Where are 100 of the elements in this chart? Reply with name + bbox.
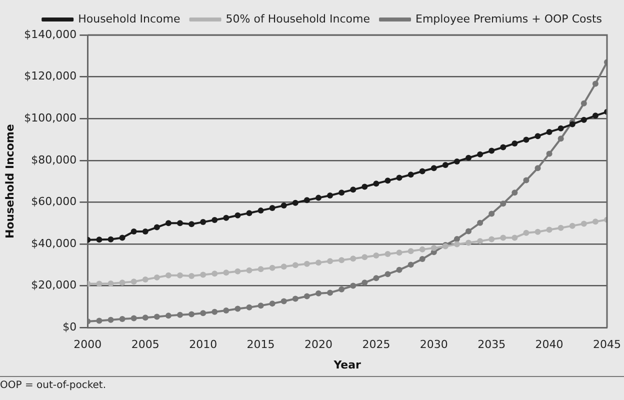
point [269,205,276,212]
point [592,80,598,87]
point [384,271,391,278]
point [258,266,264,272]
point [558,125,564,132]
point [512,190,518,196]
point [350,186,356,193]
point [258,302,264,309]
point [534,165,541,172]
legend-label: Household Income [78,12,181,26]
x-tick-label: 2000 [74,338,102,352]
point [558,136,564,142]
point [580,116,587,123]
point [154,224,160,230]
y-tick-label: $120,000 [24,70,77,83]
x-tick-label: 2030 [420,338,448,352]
point [130,228,137,234]
point [119,280,126,286]
point [142,228,148,234]
x-tick-label: 2045 [593,338,622,352]
point [188,311,195,318]
x-tick-label: 2015 [246,338,275,352]
point [430,165,437,172]
point [534,228,541,235]
point [419,168,426,174]
point [488,148,495,154]
point [177,312,184,318]
point [477,220,484,226]
point [338,257,345,264]
point [96,236,102,243]
point [396,250,402,256]
point [350,256,356,262]
point [165,272,172,278]
point [315,260,322,266]
point [534,133,541,140]
point [223,214,230,221]
point [546,128,552,135]
point [327,258,334,264]
point [466,228,472,234]
point [234,306,241,312]
point [362,280,368,286]
point [223,270,230,276]
y-tick-label: $140,000 [24,28,77,41]
point [384,178,391,184]
point [165,220,172,226]
point [466,240,472,246]
point [592,112,598,119]
point [362,184,368,190]
point [523,177,530,184]
point [165,312,172,319]
point [454,241,460,248]
point [488,236,495,242]
point [142,314,148,321]
point [580,220,587,227]
point [246,304,252,310]
point [488,210,495,217]
point [246,267,252,274]
point [212,270,218,277]
point [234,212,241,218]
point [154,314,160,320]
y-tick-label: $20,000 [31,278,77,292]
point [477,238,484,244]
point [327,192,334,199]
point [580,100,587,106]
point [500,144,506,150]
point [512,234,518,241]
point [466,154,472,161]
y-axis-title: Household Income [3,124,16,238]
point [292,262,298,268]
text: OOP = out-of-pocket. [0,380,108,391]
point [523,230,530,236]
point [419,246,426,252]
point [442,162,448,168]
point [269,300,276,307]
point [569,121,576,128]
point [304,260,310,267]
point [119,316,126,322]
point [280,298,287,304]
point [430,244,437,251]
point [304,293,310,300]
x-tick-label: 2020 [304,338,332,352]
point [108,280,114,286]
legend-label: Employee Premiums + OOP Costs [416,12,602,26]
point [154,274,160,280]
x-tick-label: 2040 [535,338,564,352]
x-tick-label: 2025 [362,338,390,352]
point [269,264,276,271]
point [108,236,114,242]
point [373,252,380,258]
x-tick-label: 2005 [131,338,160,352]
y-tick-label: $80,000 [31,153,77,166]
y-tick-label: $0 [62,320,77,334]
x-axis-title: Year [332,358,362,372]
point [200,219,206,226]
point [523,136,530,143]
point [234,268,241,274]
point [477,151,484,158]
y-tick-label: $40,000 [31,236,77,250]
point [315,194,322,201]
point [338,190,345,196]
